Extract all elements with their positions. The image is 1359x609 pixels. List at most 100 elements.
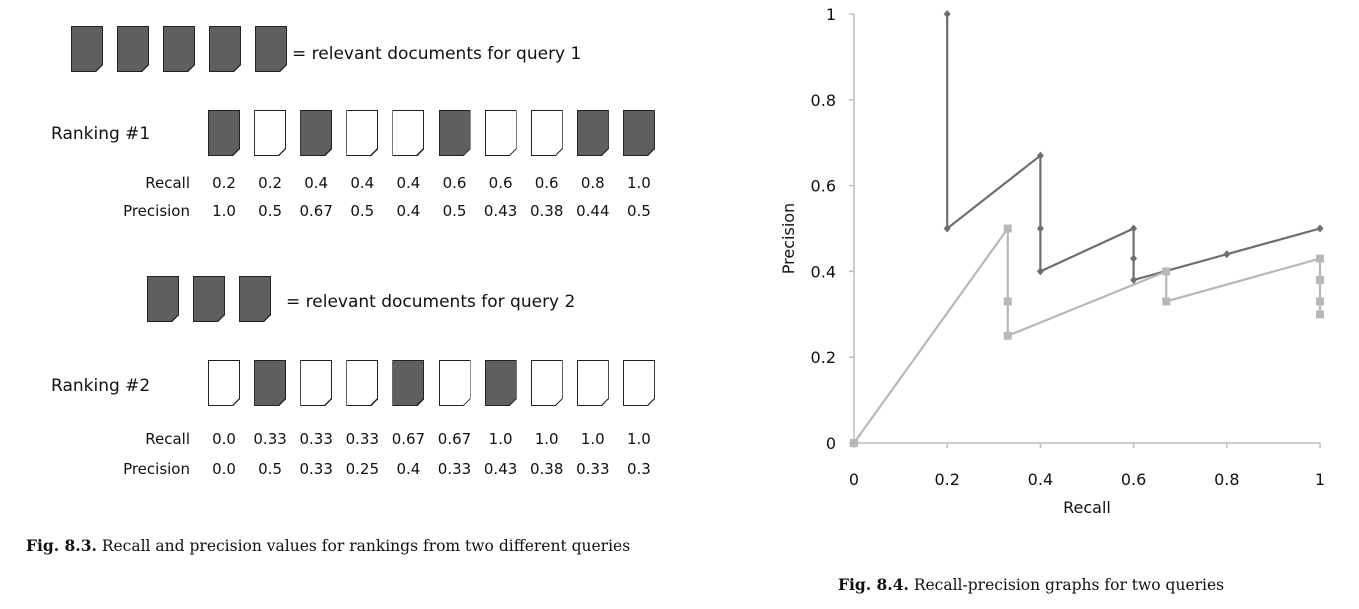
ranking2-nonrelevant-document-icon [300, 360, 332, 406]
ranking1-relevant-document-icon [439, 110, 471, 156]
ranking2-recall-value: 0.67 [391, 430, 426, 448]
series-1-point [1130, 224, 1138, 233]
series-1-point [1316, 224, 1324, 233]
ranking1-recall-value: 0.6 [534, 174, 559, 192]
ranking1-relevant-document-icon [300, 110, 332, 156]
series-2-point [1316, 297, 1324, 306]
ranking1-title: Ranking #1 [51, 124, 151, 144]
ranking2-title: Ranking #2 [51, 376, 151, 396]
ranking1-nonrelevant-document-icon [485, 110, 517, 156]
series-1-line [946, 14, 1321, 282]
ranking2-precision-value: 0.3 [626, 460, 651, 478]
figure-8-3: = relevant documents for query 1 Ranking… [26, 0, 690, 555]
ranking2-recall-value: 1.0 [580, 430, 605, 448]
ranking2-precision-value: 0.5 [258, 460, 283, 478]
figure-8-4-caption-text: Recall-precision graphs for two queries [908, 576, 1225, 594]
series-1-point [1223, 250, 1231, 259]
figure-8-3-caption-number: Fig. 8.3. [26, 536, 97, 555]
recall-precision-chart: 0 0.2 0.4 0.6 0.8 1 0 0.2 0.4 0.6 0.8 1 Recall Prec… [779, 5, 1326, 517]
relevant-document-icon [239, 276, 271, 322]
ranking2-nonrelevant-document-icon [208, 360, 240, 406]
y-tick-label: 1 [826, 5, 836, 24]
chart-axes: 0 0.2 0.4 0.6 0.8 1 0 0.2 0.4 0.6 0.8 1 [811, 5, 1326, 489]
ranking1-recall-value: 0.6 [488, 174, 513, 192]
x-axis-label: Recall [1063, 498, 1111, 517]
figure-8-3-caption: Fig. 8.3. Recall and precision values fo… [26, 536, 630, 555]
ranking2-precision-label: Precision [123, 460, 190, 478]
relevant-document-icon [147, 276, 179, 322]
ranking1-recall-value: 0.4 [396, 174, 421, 192]
ranking1-precision-value: 0.5 [350, 202, 375, 220]
ranking1-relevant-document-icon [577, 110, 609, 156]
x-tick-label: 1 [1315, 470, 1325, 489]
ranking1-nonrelevant-document-icon [254, 110, 286, 156]
ranking2-precision-value: 0.43 [483, 460, 518, 478]
ranking1-precision-value: 0.43 [483, 202, 518, 220]
y-tick-label: 0.2 [811, 348, 836, 367]
ranking2-recall-value: 0.0 [212, 430, 236, 448]
ranking2-nonrelevant-document-icon [346, 360, 378, 406]
figure-8-3-caption-text: Recall and precision values for rankings… [96, 537, 631, 555]
y-tick-label: 0 [826, 434, 836, 453]
series-2-point [1003, 297, 1012, 306]
ranking1-nonrelevant-document-icon [346, 110, 378, 156]
series-2-point [1162, 297, 1171, 306]
ranking2-recall-value: 0.33 [299, 430, 333, 448]
ranking2-nonrelevant-document-icon [577, 360, 609, 406]
ranking2-recall-value: 1.0 [488, 430, 513, 448]
ranking1-recall-value: 0.2 [212, 174, 236, 192]
ranking1-recall-value: 0.2 [258, 174, 283, 192]
chart-series [850, 10, 1324, 447]
ranking1-nonrelevant-document-icon [392, 110, 424, 156]
ranking1-precision-value: 0.67 [299, 202, 333, 220]
series-1-point [1036, 151, 1044, 160]
series-1-point [943, 224, 951, 233]
x-tick-label: 0.6 [1121, 470, 1146, 489]
figure-8-4-caption-number: Fig. 8.4. [838, 575, 909, 594]
ranking1-precision-value: 0.5 [258, 202, 283, 220]
series-2-line [853, 225, 1322, 444]
ranking2-nonrelevant-document-icon [623, 360, 655, 406]
ranking1-precision-value: 0.5 [626, 202, 651, 220]
figure-8-4-caption: Fig. 8.4. Recall-precision graphs for tw… [838, 575, 1224, 594]
relevant-document-icon [71, 26, 103, 72]
ranking1-precision-value: 0.5 [442, 202, 467, 220]
relevant-document-icon [193, 276, 225, 322]
ranking1-precision-value: 1.0 [212, 202, 236, 220]
ranking1-recall-value: 0.4 [350, 174, 375, 192]
ranking2-recall-value: 1.0 [626, 430, 651, 448]
query2-legend-text: = relevant documents for query 2 [286, 292, 576, 312]
ranking2-nonrelevant-document-icon [531, 360, 563, 406]
series-2-point [1003, 224, 1012, 233]
x-tick-label: 0 [849, 470, 859, 489]
ranking2-precision-value: 0.4 [396, 460, 421, 478]
ranking1-relevant-document-icon [208, 110, 240, 156]
series-1-point [1036, 224, 1044, 233]
ranking2-precision-value: 0.33 [576, 460, 610, 478]
series-2-point [1316, 254, 1324, 263]
ranking1-recall-value: 0.8 [580, 174, 605, 192]
series-1-point [943, 10, 951, 18]
series-2-point [1003, 331, 1012, 340]
series-1-point [1130, 254, 1138, 263]
ranking2-relevant-document-icon [485, 360, 517, 406]
ranking2-precision-value: 0.33 [299, 460, 333, 478]
ranking2-relevant-document-icon [254, 360, 286, 406]
ranking2-recall-value: 0.33 [345, 430, 379, 448]
ranking2-recall-label: Recall [145, 430, 190, 448]
ranking2-recall-value: 1.0 [534, 430, 559, 448]
y-tick-label: 0.8 [811, 91, 836, 110]
ranking1-recall-value: 0.6 [442, 174, 467, 192]
ranking1-recall-label: Recall [145, 174, 190, 192]
series-2-point [850, 439, 858, 447]
relevant-document-icon [163, 26, 195, 72]
x-tick-label: 0.8 [1214, 470, 1239, 489]
ranking1-recall-value: 0.4 [304, 174, 329, 192]
ranking1-precision-label: Precision [123, 202, 190, 220]
y-tick-label: 0.4 [811, 262, 836, 281]
series-2-point [1162, 267, 1171, 276]
ranking2-precision-value: 0.33 [437, 460, 472, 478]
series-1-point [1036, 267, 1044, 276]
ranking2-nonrelevant-document-icon [439, 360, 471, 406]
y-tick-label: 0.6 [811, 177, 836, 196]
